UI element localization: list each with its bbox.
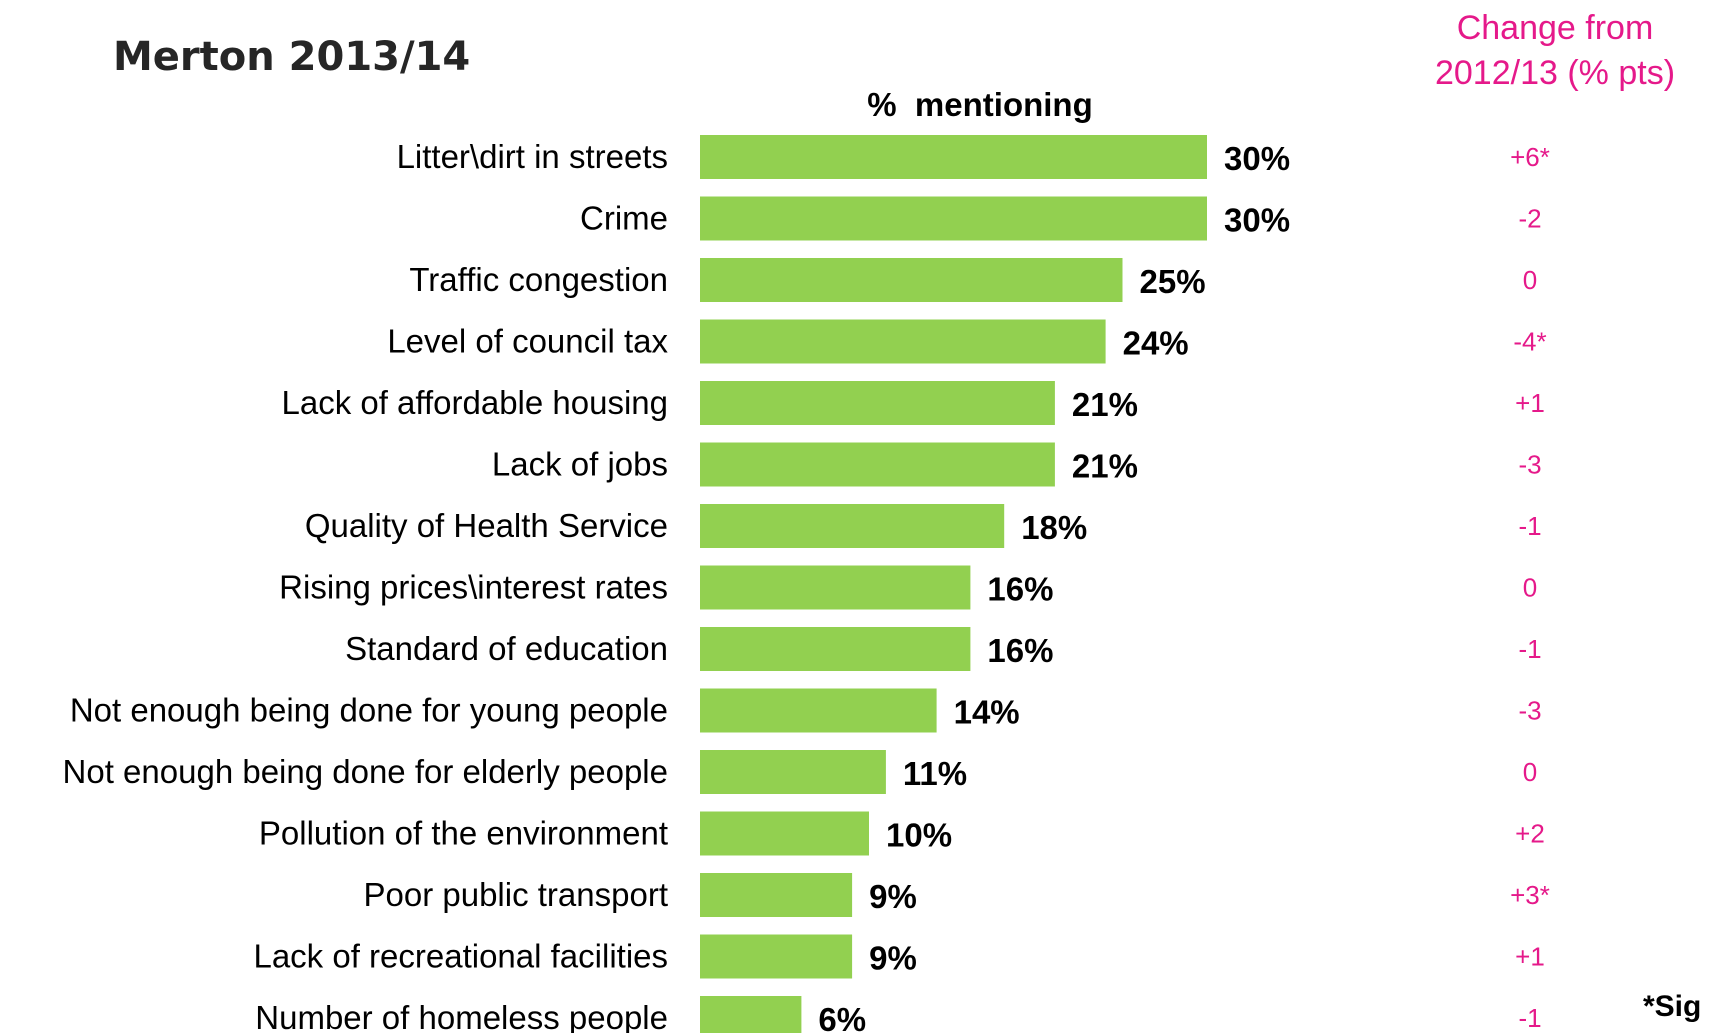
- page-title: Merton 2013/14: [113, 34, 471, 80]
- value-label: 10%: [886, 817, 952, 854]
- bar: [700, 504, 1005, 548]
- category-label: Poor public transport: [364, 876, 669, 913]
- category-label: Lack of jobs: [492, 446, 668, 483]
- change-label: -1: [1518, 1003, 1541, 1033]
- change-label: -4*: [1513, 327, 1546, 357]
- change-label: -2: [1518, 204, 1541, 234]
- change-header-line-2: 2012/13 (% pts): [1434, 54, 1676, 92]
- bar: [700, 258, 1123, 302]
- value-label: 6%: [818, 1001, 866, 1033]
- bar: [700, 934, 853, 979]
- value-label: 9%: [869, 878, 917, 915]
- category-label: Traffic congestion: [409, 261, 668, 298]
- change-label: +1: [1515, 388, 1545, 418]
- value-label: 14%: [954, 694, 1020, 731]
- bar: [700, 565, 971, 610]
- change-label: 0: [1523, 265, 1537, 295]
- value-label: 9%: [869, 940, 917, 977]
- change-label: +2: [1515, 819, 1545, 849]
- category-label: Quality of Health Service: [305, 507, 668, 544]
- category-label: Level of council tax: [387, 323, 668, 360]
- bar: [700, 381, 1055, 425]
- bar: [700, 627, 971, 671]
- change-label: +6*: [1510, 142, 1550, 172]
- change-column-header: Change from 2012/13 (% pts): [1390, 6, 1717, 96]
- change-label: -1: [1518, 634, 1541, 664]
- value-label: 30%: [1224, 202, 1290, 239]
- change-label: -3: [1518, 696, 1541, 726]
- change-label: 0: [1523, 757, 1537, 787]
- bar: [700, 196, 1207, 241]
- category-label: Lack of affordable housing: [281, 384, 668, 421]
- value-label: 16%: [987, 571, 1053, 608]
- change-label: -3: [1518, 450, 1541, 480]
- value-label: 11%: [903, 755, 967, 792]
- value-label: 21%: [1072, 386, 1138, 423]
- value-label: 30%: [1224, 140, 1290, 177]
- category-label: Litter\dirt in streets: [397, 138, 668, 175]
- category-label: Crime: [580, 200, 668, 237]
- change-label: -1: [1518, 511, 1541, 541]
- value-label: 24%: [1123, 325, 1189, 362]
- change-header-line-1: Change from: [1456, 9, 1654, 47]
- bar: [700, 688, 937, 733]
- bar: [700, 442, 1055, 487]
- category-label: Not enough being done for elderly people: [63, 753, 668, 790]
- change-label: 0: [1523, 573, 1537, 603]
- value-label: 25%: [1140, 263, 1206, 300]
- value-label: 18%: [1021, 509, 1087, 546]
- bar: [700, 811, 869, 856]
- bar: [700, 135, 1207, 179]
- bar: [700, 996, 802, 1033]
- category-label: Pollution of the environment: [259, 815, 668, 852]
- category-label: Not enough being done for young people: [70, 692, 668, 729]
- change-label: +1: [1515, 942, 1545, 972]
- category-label: Standard of education: [345, 630, 668, 667]
- bar: [700, 750, 886, 794]
- category-label: Lack of recreational facilities: [253, 938, 668, 975]
- value-label: 21%: [1072, 448, 1138, 485]
- significance-note: *Sig: [1643, 990, 1702, 1023]
- category-label: Rising prices\interest rates: [279, 569, 668, 606]
- bar: [700, 873, 853, 917]
- axis-header: % mentioning: [867, 86, 1093, 123]
- change-label: +3*: [1510, 880, 1550, 910]
- value-label: 16%: [987, 632, 1053, 669]
- category-label: Number of homeless people: [255, 999, 668, 1033]
- bar: [700, 319, 1106, 364]
